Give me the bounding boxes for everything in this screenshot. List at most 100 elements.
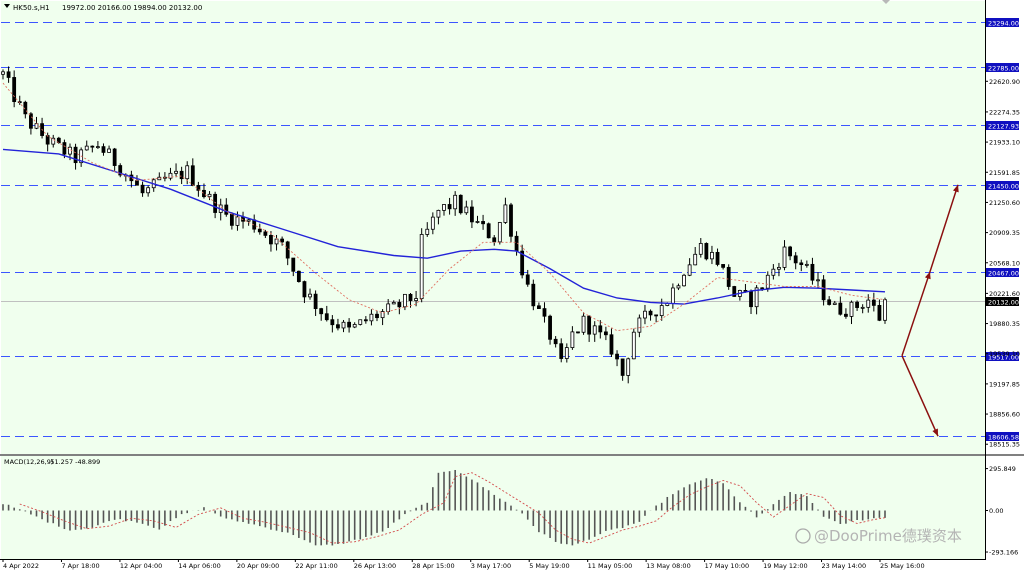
candle-body [849,301,854,317]
candle [721,264,726,270]
time-tick-label-10: 11 May 05:00 [588,562,633,570]
candle [324,305,329,322]
candle [542,302,547,323]
candle [202,183,206,199]
candle-body [615,353,619,360]
candle [598,320,603,339]
candle [693,247,698,266]
price-tick-label-3: 21591.85 [989,169,1020,177]
candle-body [246,219,251,222]
candle-body [168,172,173,179]
candle [458,194,463,215]
candle [715,248,720,267]
candle [347,318,352,333]
candle-body [447,204,452,210]
candle-body [442,204,446,211]
candle-body [464,206,469,214]
candle-body [816,279,820,282]
watermark: @DooPrime德璞资本 [795,527,962,545]
candle [430,212,435,235]
candle-body [56,137,61,143]
candle-body [302,281,307,298]
candle [51,134,56,148]
candle-body [263,231,268,236]
macd-values: -51.257 -48.899 [48,458,100,466]
candle [414,290,418,307]
candle [704,242,709,261]
time-tick-label-1: 7 Apr 18:00 [61,562,99,570]
candle [509,202,513,243]
macd-signal-line [19,472,886,544]
price-tick-label-9: 19539.10 [989,350,1020,358]
moving-averages [2,82,886,332]
candle-body [369,313,374,322]
candle-body [626,358,631,376]
scroll-marker-icon[interactable] [882,0,890,4]
candle-body [68,146,72,155]
candle-body [687,264,692,276]
candle-body [179,170,184,180]
candle [157,172,162,181]
watermark-logo-icon [795,528,811,544]
candle-body [810,263,815,281]
time-tick-label-5: 22 Apr 11:00 [295,562,337,570]
candle-body [760,287,765,290]
candle-body [654,314,659,317]
candle [821,275,826,306]
candle-body [486,223,491,239]
candle [101,143,106,156]
candle [302,280,307,304]
current-price-label: 20132.00 [988,299,1019,307]
candle [838,296,843,316]
candle-body [101,146,106,153]
candle-body [269,234,273,245]
projection-down-arrowhead-icon [932,428,938,437]
candle [6,66,11,83]
candle-body [45,135,50,145]
candle-body [576,331,580,334]
candle-body [587,315,592,335]
candle [710,245,714,265]
candle [84,140,89,151]
candle-body [827,299,832,305]
candle-body [536,305,541,309]
candle-body [682,274,686,287]
candle [112,147,117,171]
candle [804,260,809,268]
time-tick-label-14: 23 May 14:00 [822,562,867,570]
candle [179,166,184,185]
candle [475,215,480,224]
level-price-tag-2 [986,121,1019,130]
candle [497,221,502,245]
candle-body [676,285,681,289]
candle-body [280,238,285,243]
candle-body [135,180,139,186]
candle-body [564,347,569,359]
candle [442,204,446,216]
candle-body [185,165,190,180]
candle-body [525,274,530,285]
candle [336,318,340,331]
candle [470,200,474,229]
main-pane[interactable] [1,1,985,454]
candle-body [363,319,368,322]
time-tick-label-3: 14 Apr 06:00 [178,562,220,570]
candle [95,141,100,149]
candle-body [581,315,586,333]
candle [587,315,592,342]
chart-menu-triangle-icon[interactable] [4,4,10,8]
candle-body [414,298,418,301]
candle [174,163,178,178]
candle-body [296,270,301,282]
candle [207,191,212,201]
macd-pane[interactable] [1,456,985,559]
candle [503,197,508,224]
candle [620,358,625,381]
candle [525,269,530,287]
candle-body [347,321,352,328]
projection-up-arrowhead-icon [952,184,959,193]
candle-body [207,193,212,198]
candle-body [12,77,17,103]
candle [832,300,837,306]
